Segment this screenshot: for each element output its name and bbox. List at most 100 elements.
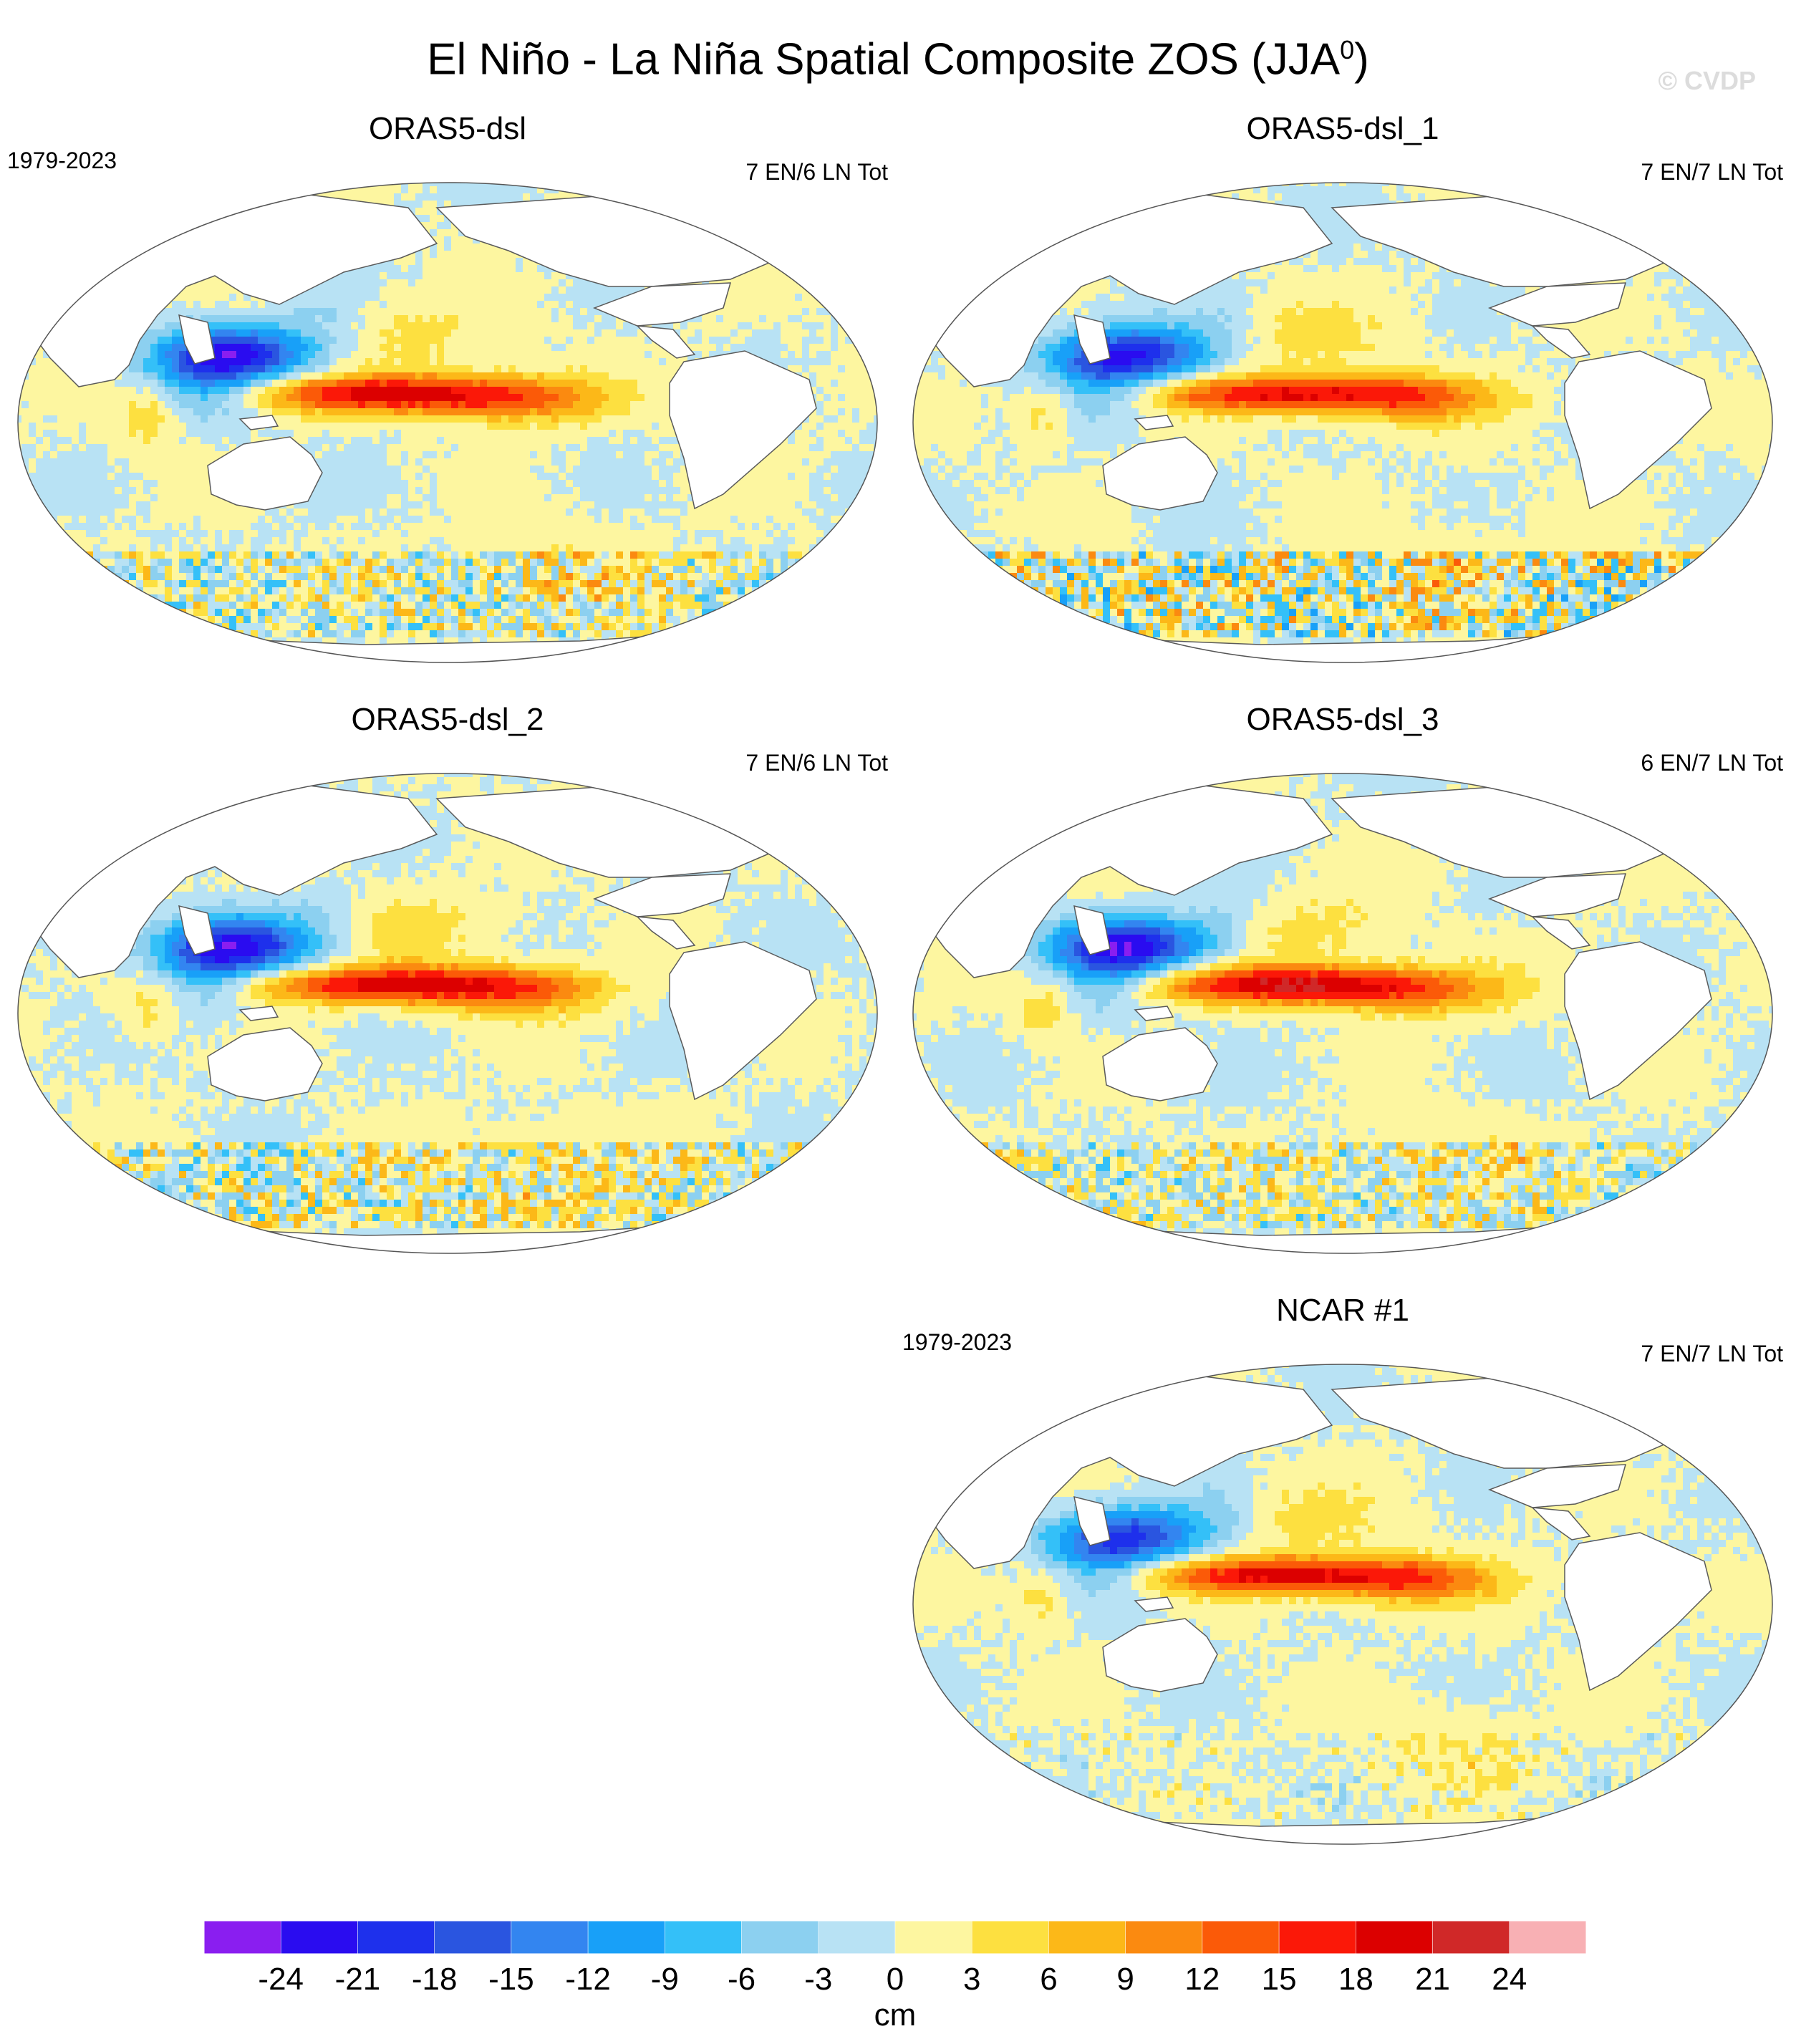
- figure-title-text: El Niño - La Niña Spatial Composite ZOS …: [427, 35, 1340, 85]
- map-boundary: [912, 1364, 1773, 1845]
- colorbar-segment: [818, 1920, 896, 1954]
- land-australia: [207, 1027, 323, 1101]
- colorbar-segment: [434, 1920, 512, 1954]
- land-australia: [1102, 436, 1218, 511]
- panel-event-counts: 7 EN/7 LN Tot: [1641, 1341, 1783, 1367]
- land-central-america: [1530, 325, 1591, 359]
- colorbar-segment: [741, 1920, 819, 1954]
- colorbar-segment: [1509, 1920, 1587, 1954]
- land-south-america: [1564, 1532, 1712, 1692]
- colorbar-segment: [665, 1920, 742, 1954]
- panel-event-counts: 7 EN/6 LN Tot: [745, 750, 888, 776]
- colorbar-segment: [1048, 1920, 1126, 1954]
- panel-title: ORAS5-dsl_2: [7, 698, 888, 741]
- land-greenland: [1646, 1389, 1719, 1440]
- map-boundary: [17, 773, 878, 1254]
- land-north-america-south: [1487, 1464, 1627, 1508]
- colorbar-tick-label: -3: [804, 1962, 832, 1997]
- map-boundary: [912, 182, 1773, 663]
- land-greenland: [751, 798, 824, 849]
- colorbar-tick-label: 0: [887, 1962, 904, 1997]
- world-map: [17, 182, 878, 663]
- land-north-america-south: [592, 282, 732, 327]
- world-map: [912, 1364, 1773, 1845]
- colorbar-segment: [511, 1920, 589, 1954]
- colorbar-frame: [203, 1920, 1587, 1954]
- land-southeast-asia-peninsula: [1073, 314, 1111, 365]
- land-central-america: [1530, 916, 1591, 950]
- land-greenland: [1646, 207, 1719, 259]
- colorbar-segment: [587, 1920, 665, 1954]
- world-map: [912, 773, 1773, 1254]
- land-central-america: [635, 916, 696, 950]
- land-greenland: [1646, 798, 1719, 849]
- land-central-america: [1530, 1507, 1591, 1541]
- map-panel-oras5-dsl-2: ORAS5-dsl_2 7 EN/6 LN Tot: [7, 698, 888, 1271]
- panel-years: 1979-2023: [7, 148, 117, 174]
- land-australia: [1102, 1027, 1218, 1101]
- land-australia: [1102, 1618, 1218, 1692]
- watermark: © CVDP: [1658, 66, 1756, 96]
- land-north-america-south: [592, 873, 732, 917]
- colorbar-tick-label: 21: [1415, 1962, 1450, 1997]
- map-panel-oras5-dsl: ORAS5-dsl 1979-2023 7 EN/6 LN Tot: [7, 107, 888, 680]
- land-southeast-asia-peninsula: [178, 314, 216, 365]
- land-new-guinea: [1134, 415, 1174, 430]
- land-greenland: [751, 207, 824, 259]
- panel-title: ORAS5-dsl_1: [902, 107, 1783, 150]
- colorbar-segment: [894, 1920, 972, 1954]
- map-panel-ncar-1: NCAR #1 1979-2023 7 EN/7 LN Tot: [902, 1289, 1783, 1862]
- colorbar: -24 -21 -18 -15 -12 -9 -6 -3 0 3 6 9 12 15 18 21 24 cm: [203, 1920, 1587, 2033]
- land-south-america: [1564, 350, 1712, 510]
- land-new-guinea: [1134, 1006, 1174, 1021]
- colorbar-tick-label: -6: [728, 1962, 755, 1997]
- land-new-guinea: [238, 415, 279, 430]
- colorbar-segment: [971, 1920, 1049, 1954]
- figure-title: El Niño - La Niña Spatial Composite ZOS …: [0, 21, 1796, 89]
- colorbar-tick-label: -9: [651, 1962, 679, 1997]
- world-map: [912, 182, 1773, 663]
- colorbar-tick-label: 24: [1492, 1962, 1527, 1997]
- colorbar-segment: [280, 1920, 358, 1954]
- colorbar-tick-label: -18: [412, 1962, 458, 1997]
- map-panel-oras5-dsl-3: ORAS5-dsl_3 6 EN/7 LN Tot: [902, 698, 1783, 1271]
- colorbar-tick-label: -21: [335, 1962, 381, 1997]
- colorbar-segment: [1278, 1920, 1356, 1954]
- colorbar-tick-label: 12: [1184, 1962, 1220, 1997]
- colorbar-segment: [1125, 1920, 1203, 1954]
- colorbar-segment: [1202, 1920, 1280, 1954]
- colorbar-tick-label: 6: [1040, 1962, 1057, 1997]
- land-southeast-asia-peninsula: [1073, 905, 1111, 955]
- colorbar-unit-label: cm: [874, 1997, 917, 2033]
- land-new-guinea: [238, 1006, 279, 1021]
- colorbar-segment: [203, 1920, 281, 1954]
- panel-title: NCAR #1: [902, 1289, 1783, 1332]
- panel-event-counts: 7 EN/7 LN Tot: [1641, 159, 1783, 185]
- land-north-america-south: [1487, 873, 1627, 917]
- colorbar-segment: [357, 1920, 435, 1954]
- panel-event-counts: 6 EN/7 LN Tot: [1641, 750, 1783, 776]
- land-australia: [207, 436, 323, 511]
- land-south-america: [1564, 941, 1712, 1101]
- panel-event-counts: 7 EN/6 LN Tot: [745, 159, 888, 185]
- colorbar-tick-label: 3: [963, 1962, 980, 1997]
- colorbar-tick-label: 9: [1116, 1962, 1134, 1997]
- colorbar-tick-label: -15: [488, 1962, 534, 1997]
- map-panel-oras5-dsl-1: ORAS5-dsl_1 7 EN/7 LN Tot: [902, 107, 1783, 680]
- land-south-america: [669, 941, 817, 1101]
- land-central-america: [635, 325, 696, 359]
- colorbar-segment: [1432, 1920, 1510, 1954]
- panel-title: ORAS5-dsl_3: [902, 698, 1783, 741]
- colorbar-tick-label: 15: [1262, 1962, 1297, 1997]
- panel-years: 1979-2023: [902, 1329, 1012, 1356]
- land-south-america: [669, 350, 817, 510]
- land-southeast-asia-peninsula: [1073, 1495, 1111, 1546]
- colorbar-tick-label: 18: [1338, 1962, 1373, 1997]
- map-boundary: [17, 182, 878, 663]
- colorbar-tick-label: -24: [258, 1962, 304, 1997]
- land-southeast-asia-peninsula: [178, 905, 216, 955]
- figure-title-superscript: 0: [1340, 35, 1354, 64]
- colorbar-segment: [1356, 1920, 1433, 1954]
- world-map: [17, 773, 878, 1254]
- colorbar-tick-label: -12: [565, 1962, 611, 1997]
